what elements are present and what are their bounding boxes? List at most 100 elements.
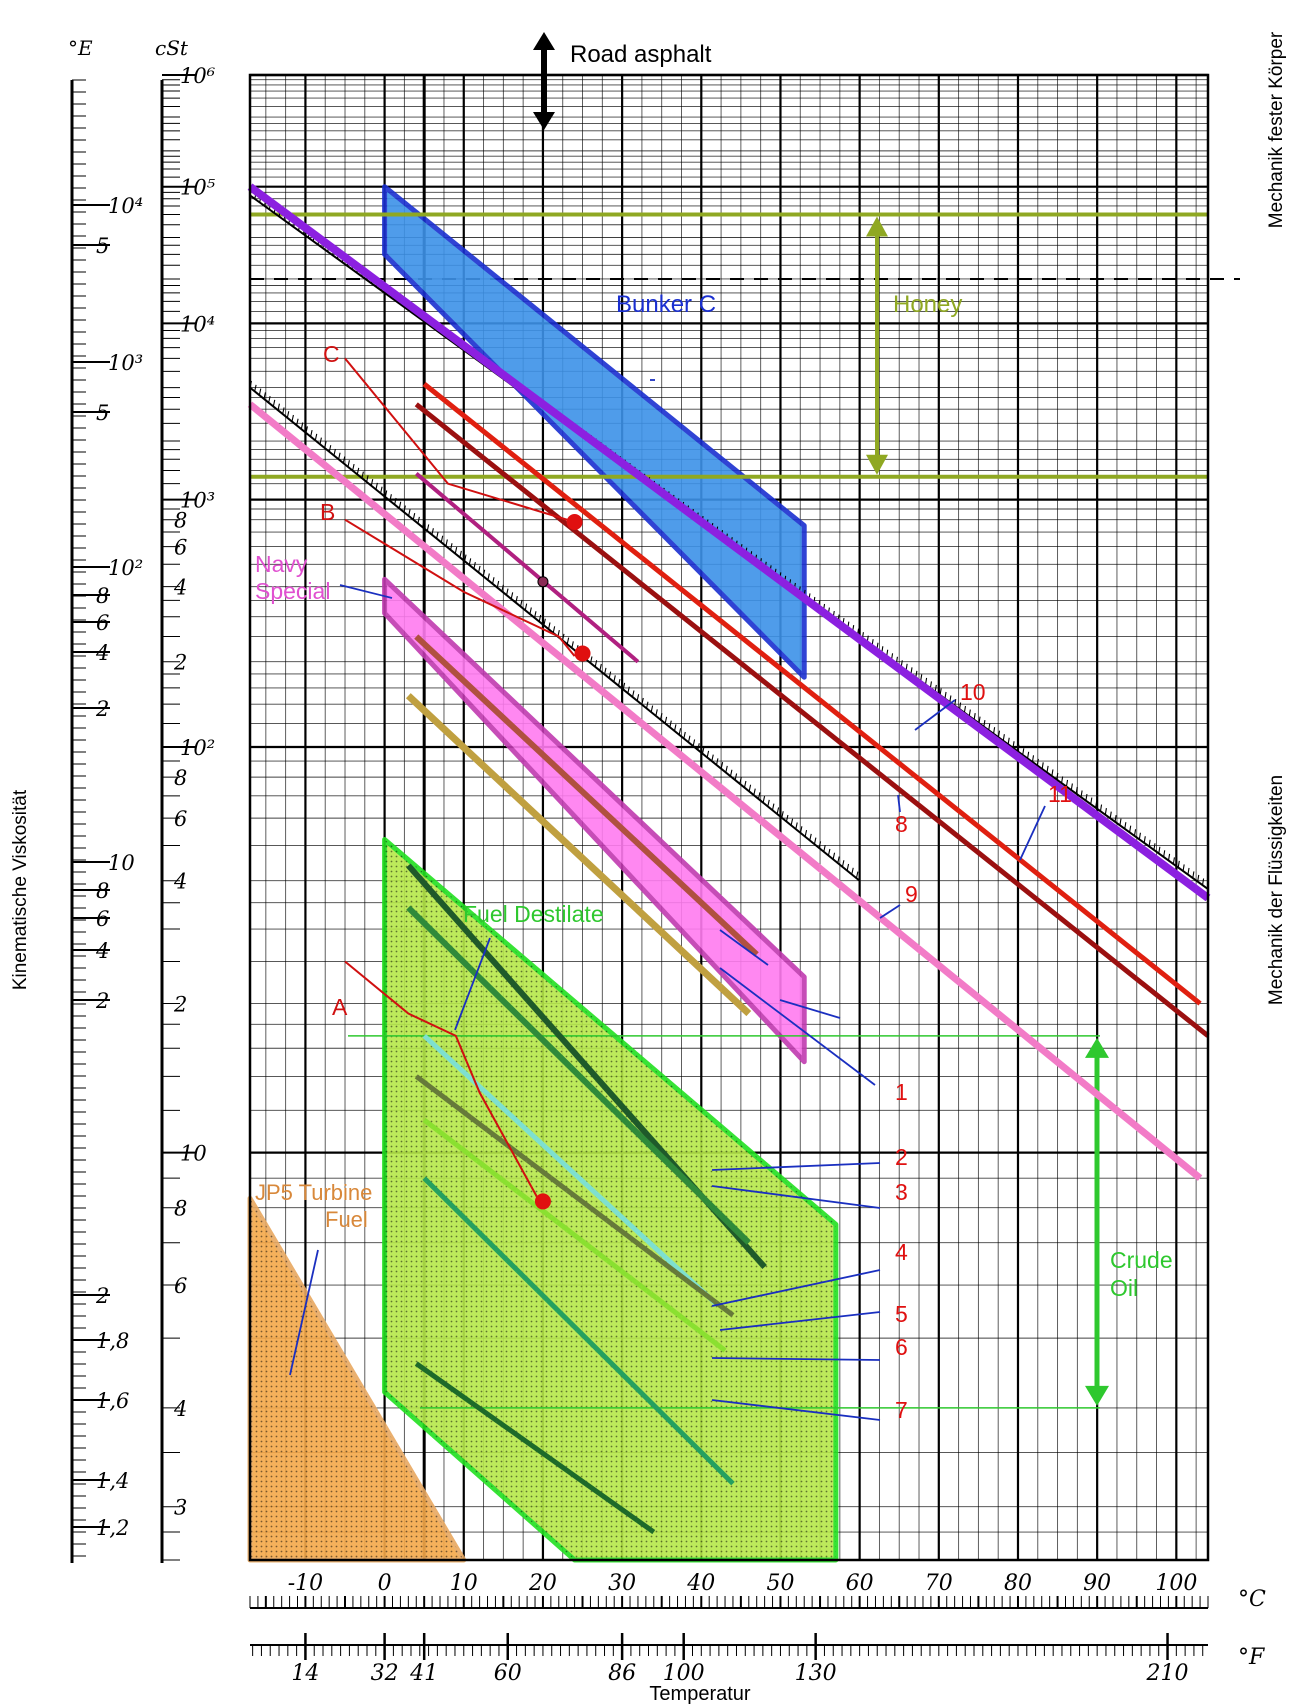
cst-tick-label-17: 3 bbox=[174, 1496, 187, 1520]
series-line-13 bbox=[414, 472, 640, 664]
series-line-8 bbox=[414, 1361, 656, 1535]
c-tick-label-10: 90 bbox=[1083, 1571, 1111, 1596]
cst-tick-label-6: 4 bbox=[173, 576, 187, 600]
series-leader-1b bbox=[719, 929, 769, 966]
sample-curve-C bbox=[344, 357, 575, 523]
sample-curve-A bbox=[344, 960, 544, 1209]
e-tick-label-6: 6 bbox=[96, 611, 109, 635]
e-tick-label-2: 10³ bbox=[108, 351, 143, 375]
f-tick-label-2: 41 bbox=[409, 1661, 438, 1686]
crude-arrow-head-down bbox=[1085, 1385, 1109, 1406]
series-leader-12 bbox=[1019, 805, 1046, 861]
c-tick-label-3: 20 bbox=[528, 1571, 557, 1596]
f-tick-label-3: 60 bbox=[494, 1661, 522, 1686]
y-unit-e: °E bbox=[68, 36, 93, 60]
series-label-9: 8 bbox=[895, 811, 908, 837]
label-bunker-c: Bunker C bbox=[616, 291, 716, 318]
series-label-2: 2 bbox=[895, 1144, 908, 1170]
series-line-3 bbox=[406, 905, 751, 1245]
region-1 bbox=[382, 576, 807, 1065]
series-leader-6 bbox=[711, 1357, 881, 1361]
series-label-0: 1 bbox=[895, 1079, 908, 1105]
e-tick-label-13: 2 bbox=[95, 989, 109, 1013]
series-leader-5 bbox=[719, 1311, 881, 1331]
region-0 bbox=[382, 184, 807, 680]
series-label-3: 3 bbox=[895, 1179, 908, 1205]
series-line-10 bbox=[414, 402, 1210, 1038]
e-tick-label-11: 6 bbox=[96, 907, 109, 931]
c-tick-label-8: 70 bbox=[925, 1571, 953, 1596]
honey-arrow-head-up bbox=[866, 216, 888, 237]
e-tick-label-12: 4 bbox=[95, 939, 109, 963]
e-tick-label-15: 1,8 bbox=[96, 1329, 129, 1353]
c-tick-label-11: 100 bbox=[1155, 1571, 1197, 1596]
cst-tick-label-2: 10⁴ bbox=[180, 312, 215, 336]
e-tick-label-8: 2 bbox=[95, 697, 109, 721]
plot-frame bbox=[248, 73, 1210, 1562]
cst-tick-label-9: 8 bbox=[174, 766, 187, 790]
series-leader-3 bbox=[711, 1185, 881, 1209]
c-tick-label-1: 0 bbox=[378, 1571, 392, 1596]
f-tick-label-6: 130 bbox=[795, 1661, 837, 1686]
marker-0 bbox=[566, 514, 583, 531]
label-sample-b: B bbox=[320, 499, 335, 525]
c-tick-label-9: 80 bbox=[1004, 1571, 1032, 1596]
c-tick-label-2: 10 bbox=[450, 1571, 478, 1596]
marker-1 bbox=[574, 645, 591, 662]
crude-arrow-head-up bbox=[1085, 1037, 1109, 1058]
label-sample-a: A bbox=[332, 994, 348, 1020]
leader-fuel-destilate bbox=[454, 937, 491, 1031]
f-tick-label-1: 32 bbox=[371, 1661, 399, 1686]
cst-tick-label-1: 10⁵ bbox=[180, 176, 216, 200]
f-tick-label-7: 210 bbox=[1146, 1661, 1189, 1686]
y-unit-cst: cSt bbox=[155, 36, 189, 60]
e-tick-label-17: 1,4 bbox=[96, 1469, 129, 1493]
right-title-fluids: Mechanik der Flüssigkeiten bbox=[1266, 775, 1287, 1005]
leader-navy-special bbox=[339, 584, 393, 599]
cst-tick-label-7: 2 bbox=[173, 651, 187, 675]
c-tick-label-4: 30 bbox=[608, 1571, 636, 1596]
bottom-scales: -10 0 10 20 30 40 50 60 70 80 90 100 14 32 41 60 86 100 13… bbox=[249, 1571, 1209, 1686]
series-leader-2 bbox=[711, 1162, 881, 1171]
label-honey: Honey bbox=[893, 291, 962, 318]
cst-tick-label-4: 8 bbox=[174, 509, 187, 533]
marker-2 bbox=[534, 1193, 551, 1210]
series-leader-1c bbox=[779, 999, 841, 1019]
regions bbox=[247, 184, 1208, 1563]
e-tick-label-5: 8 bbox=[96, 584, 109, 608]
series-label-4: 4 bbox=[895, 1239, 908, 1265]
y-axis-title: Kinematische Viskosität bbox=[10, 789, 31, 990]
series-line-5 bbox=[414, 1074, 735, 1318]
c-tick-label-7: 60 bbox=[846, 1571, 874, 1596]
label-navy-special: Navy Special bbox=[255, 551, 330, 604]
road-asphalt-label: Road asphalt bbox=[570, 41, 712, 68]
e-tick-label-9: 10 bbox=[108, 851, 135, 875]
cst-tick-label-15: 6 bbox=[174, 1274, 187, 1298]
cst-tick-label-16: 4 bbox=[173, 1397, 187, 1421]
label-jp5: JP5 Turbine Fuel bbox=[255, 1180, 372, 1232]
x-axis-title: Temperatur bbox=[649, 1683, 750, 1704]
series-label-12: 11 bbox=[1048, 781, 1072, 807]
series-lines bbox=[247, 183, 1211, 1535]
series-label-10: 9 bbox=[905, 881, 918, 907]
series-line-6 bbox=[422, 1118, 727, 1353]
series-label-11: 10 bbox=[960, 679, 986, 705]
cst-tick-label-0: 10⁶ bbox=[180, 64, 216, 88]
x-unit-c: °C bbox=[1238, 1587, 1266, 1612]
f-tick-label-4: 86 bbox=[608, 1661, 636, 1686]
cst-tick-label-12: 2 bbox=[173, 993, 187, 1017]
series-line-4 bbox=[422, 1033, 719, 1307]
series-line-1 bbox=[414, 634, 759, 957]
label-sample-c: C bbox=[323, 341, 340, 367]
label-crude-oil: Crude Oil bbox=[1110, 1247, 1173, 1301]
series-line-9 bbox=[247, 401, 1203, 1181]
series-line-7 bbox=[422, 1176, 735, 1486]
marker-3 bbox=[537, 576, 549, 588]
region-texture-2 bbox=[384, 839, 836, 1560]
cst-tick-label-13: 10 bbox=[180, 1142, 207, 1166]
cst-tick-label-14: 8 bbox=[174, 1197, 187, 1221]
left-scales: 10⁶10⁵10⁴10³864210²864210864310⁴510³510²… bbox=[72, 64, 216, 1561]
x-unit-f: °F bbox=[1238, 1645, 1265, 1670]
right-title-solids: Mechanik fester Körper bbox=[1266, 31, 1287, 228]
